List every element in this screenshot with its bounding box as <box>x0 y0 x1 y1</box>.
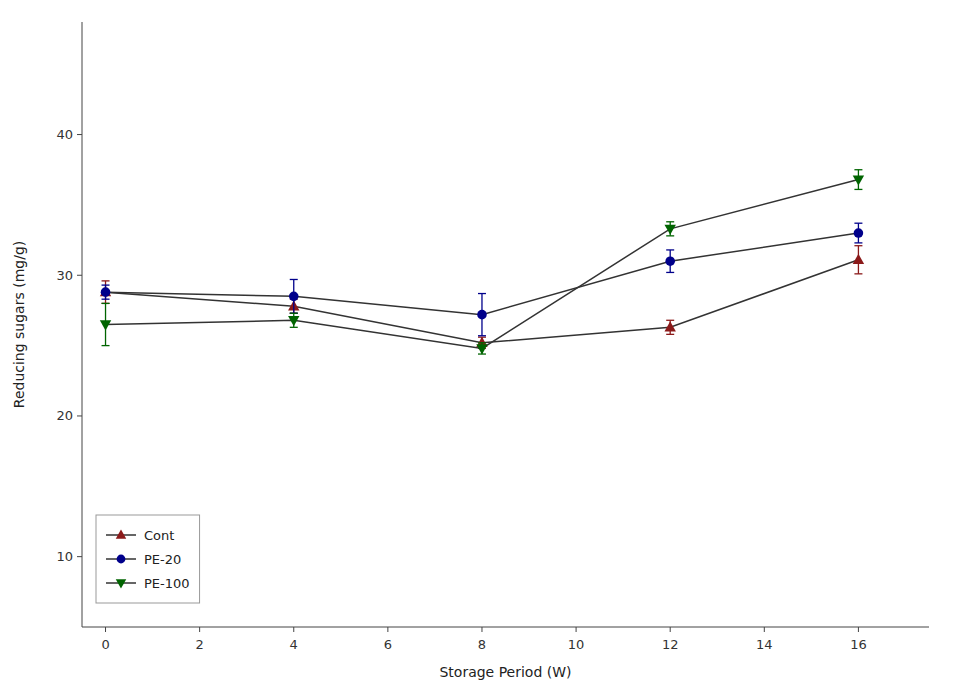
x-tick-label: 0 <box>101 637 109 652</box>
y-tick <box>77 415 82 416</box>
error-bar <box>102 285 110 299</box>
x-tick <box>670 627 671 632</box>
error-bar-cap <box>102 345 110 346</box>
error-bar-cap <box>854 189 862 190</box>
x-tick <box>105 627 106 632</box>
x-tick <box>764 627 765 632</box>
series <box>101 223 863 336</box>
series-line <box>106 260 859 343</box>
y-tick-label: 40 <box>56 127 73 142</box>
error-bar-cap <box>102 280 110 281</box>
y-tick-label: 10 <box>56 549 73 564</box>
legend-marker <box>117 555 126 564</box>
error-bar <box>290 279 298 313</box>
axes: 0 2 4 6 8 10 12 14 16 10 20 30 40 <box>56 22 929 652</box>
x-tick-label: 4 <box>290 637 298 652</box>
x-tick <box>858 627 859 632</box>
error-bar-cap <box>854 242 862 243</box>
legend-label: Cont <box>144 528 174 543</box>
error-bar-cap <box>854 169 862 170</box>
y-tick <box>77 556 82 557</box>
y-tick-label: 30 <box>56 268 73 283</box>
x-tick <box>576 627 577 632</box>
y-tick <box>77 134 82 135</box>
error-bar-cap <box>666 221 674 222</box>
error-bar <box>478 294 486 336</box>
error-bar-cap <box>854 223 862 224</box>
y-tick-label: 20 <box>56 408 73 423</box>
legend-label: PE-100 <box>144 576 190 591</box>
data-point <box>853 175 864 185</box>
legend-frame <box>96 515 200 603</box>
data-point <box>854 228 864 238</box>
error-bar-cap <box>290 327 298 328</box>
series <box>100 170 864 355</box>
x-tick-label: 8 <box>478 637 486 652</box>
error-bar-cap <box>102 299 110 300</box>
series-line <box>106 180 859 349</box>
error-bar <box>102 281 110 304</box>
series <box>100 246 864 349</box>
x-tick <box>387 627 388 632</box>
x-tick <box>199 627 200 632</box>
y-tick <box>77 275 82 276</box>
error-bar-cap <box>290 313 298 314</box>
error-bar-cap <box>854 273 862 274</box>
legend: Cont PE-20 PE-100 <box>96 515 200 603</box>
data-point <box>100 286 111 296</box>
plot-data <box>100 170 864 355</box>
x-axis-line <box>82 627 929 628</box>
x-tick-label: 12 <box>662 637 679 652</box>
chart-container: 0 2 4 6 8 10 12 14 16 10 20 30 40 Storage Period (W) R… <box>0 0 953 695</box>
legend-marker <box>116 579 126 588</box>
error-bar-cap <box>666 235 674 236</box>
error-bar-cap <box>102 303 110 304</box>
error-bar-cap <box>102 303 110 304</box>
data-point <box>101 287 111 297</box>
error-bar-cap <box>666 249 674 250</box>
error-bar <box>666 250 674 273</box>
data-point <box>664 321 675 331</box>
error-bar <box>854 223 862 243</box>
error-bar-cap <box>666 334 674 335</box>
x-tick-label: 16 <box>850 637 867 652</box>
error-bar-cap <box>854 245 862 246</box>
error-bar-cap <box>478 335 486 336</box>
x-tick-label: 6 <box>384 637 392 652</box>
x-tick <box>481 627 482 632</box>
error-bar-cap <box>102 284 110 285</box>
legend-marker <box>116 530 126 539</box>
error-bar-cap <box>478 293 486 294</box>
chart-svg: 0 2 4 6 8 10 12 14 16 10 20 30 40 Storage Period (W) R… <box>0 0 953 695</box>
data-point <box>476 344 487 354</box>
y-axis-label: Reducing sugars (mg/g) <box>11 241 27 408</box>
data-point <box>665 256 675 266</box>
x-tick-label: 14 <box>756 637 773 652</box>
data-point <box>100 320 111 330</box>
error-bar-cap <box>290 313 298 314</box>
error-bar-cap <box>666 320 674 321</box>
x-tick-label: 2 <box>195 637 203 652</box>
error-bar-cap <box>666 272 674 273</box>
y-axis-line <box>82 22 83 627</box>
x-tick <box>293 627 294 632</box>
x-axis-label: Storage Period (W) <box>439 664 571 680</box>
x-tick-label: 10 <box>568 637 585 652</box>
data-point <box>664 225 675 235</box>
data-point <box>289 292 299 302</box>
error-bar-cap <box>478 342 486 343</box>
data-point <box>288 316 299 326</box>
data-point <box>477 310 487 320</box>
legend-label: PE-20 <box>144 552 181 567</box>
error-bar-cap <box>290 313 298 314</box>
error-bar-cap <box>290 279 298 280</box>
data-point <box>853 254 864 264</box>
